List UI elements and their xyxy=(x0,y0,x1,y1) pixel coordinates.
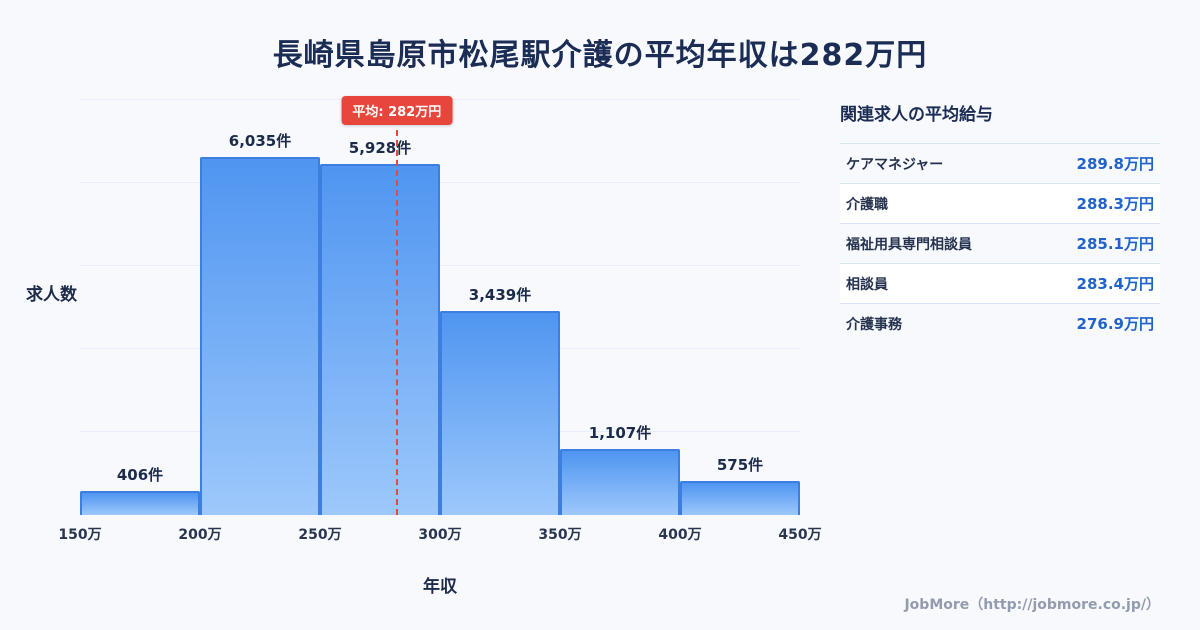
x-tick-label: 200万 xyxy=(178,527,222,543)
bar-value-label: 6,035件 xyxy=(228,132,292,151)
x-tick-label: 450万 xyxy=(778,527,822,543)
bar-column: 575件 xyxy=(680,100,800,515)
bar xyxy=(80,490,200,515)
bar xyxy=(320,163,440,515)
related-job-name: ケアマネジャー xyxy=(846,156,944,173)
related-job-row: 相談員 283.4万円 xyxy=(840,263,1160,303)
x-axis-label: 年収 xyxy=(423,577,457,597)
bar-column: 6,035件 xyxy=(200,100,320,515)
related-job-name: 相談員 xyxy=(846,276,888,293)
bar-column: 3,439件 xyxy=(440,100,560,515)
page-title: 長崎県島原市松尾駅介護の平均年収は282万円 xyxy=(272,38,928,73)
panel-heading: 関連求人の平均給与 xyxy=(840,105,993,125)
x-tick-label: 350万 xyxy=(538,527,582,543)
related-job-salary: 283.4万円 xyxy=(1076,275,1154,293)
related-job-row: 介護事務 276.9万円 xyxy=(840,303,1160,343)
bar-column: 5,928件 xyxy=(320,100,440,515)
gridline xyxy=(80,265,800,266)
bar-column: 406件 xyxy=(80,100,200,515)
average-badge: 平均: 282万円 xyxy=(341,96,453,125)
related-job-name: 介護事務 xyxy=(846,316,902,333)
related-job-name: 福祉用具専門相談員 xyxy=(846,236,972,253)
x-tick-label: 250万 xyxy=(298,527,342,543)
bar xyxy=(560,449,680,515)
x-tick-label: 150万 xyxy=(58,527,102,543)
gridline xyxy=(80,182,800,183)
related-job-salary: 285.1万円 xyxy=(1076,235,1154,253)
y-axis-label: 求人数 xyxy=(26,285,77,305)
bar xyxy=(200,157,320,515)
bar-value-label: 3,439件 xyxy=(468,286,532,305)
related-job-row: ケアマネジャー 289.8万円 xyxy=(840,143,1160,183)
bar xyxy=(680,480,800,515)
related-job-row: 介護職 288.3万円 xyxy=(840,183,1160,223)
bar-value-label: 5,928件 xyxy=(348,138,412,157)
bar-value-label: 1,107件 xyxy=(588,424,652,443)
bars: 406件 6,035件 5,928件 3,439件 1,107件 575件 xyxy=(80,100,800,515)
bar-value-label: 575件 xyxy=(716,455,764,474)
related-job-salary: 288.3万円 xyxy=(1076,195,1154,213)
related-job-salary: 289.8万円 xyxy=(1076,155,1154,173)
related-job-name: 介護職 xyxy=(846,196,888,213)
x-tick-label: 400万 xyxy=(658,527,702,543)
related-jobs-table: ケアマネジャー 289.8万円介護職 288.3万円福祉用具専門相談員 285.1万円… xyxy=(840,143,1160,343)
related-job-row: 福祉用具専門相談員 285.1万円 xyxy=(840,223,1160,263)
related-job-salary: 276.9万円 xyxy=(1076,315,1154,333)
bar-column: 1,107件 xyxy=(560,100,680,515)
x-tick-label: 300万 xyxy=(418,527,462,543)
histogram-chart: 406件 6,035件 5,928件 3,439件 1,107件 575件 平均: 282… xyxy=(80,96,800,515)
footer-credit: JobMore（http://jobmore.co.jp/） xyxy=(904,597,1160,613)
x-axis-ticks: 150万 200万 250万 300万 350万 400万 450万 xyxy=(58,524,821,544)
related-jobs-panel: 関連求人の平均給与 ケアマネジャー 289.8万円介護職 288.3万円福祉用具専門… xyxy=(840,100,1160,343)
average-line xyxy=(395,130,398,515)
bar-value-label: 406件 xyxy=(116,465,164,484)
bar xyxy=(440,311,560,515)
